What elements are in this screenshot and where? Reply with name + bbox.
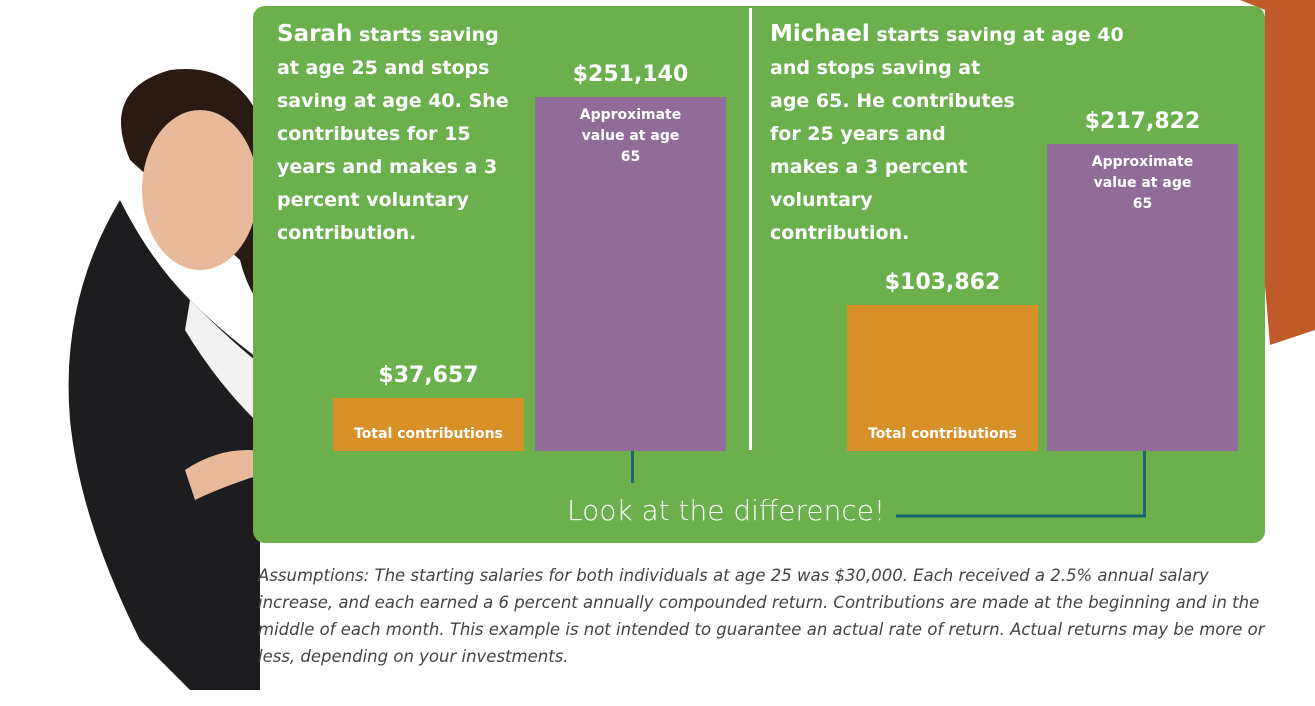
value-label: $217,822 [1033, 109, 1253, 134]
value-label: $251,140 [521, 62, 741, 87]
category-label: Approximate value at age 65 [570, 105, 691, 168]
category-label: Total contributions [333, 424, 524, 445]
value-label: $103,862 [833, 270, 1053, 295]
value-label: $37,657 [319, 363, 539, 388]
category-label: Approximate value at age 65 [1082, 152, 1203, 215]
page: Sarah starts saving at age 25 and stops … [0, 0, 1315, 706]
category-label: Total contributions [847, 424, 1038, 445]
